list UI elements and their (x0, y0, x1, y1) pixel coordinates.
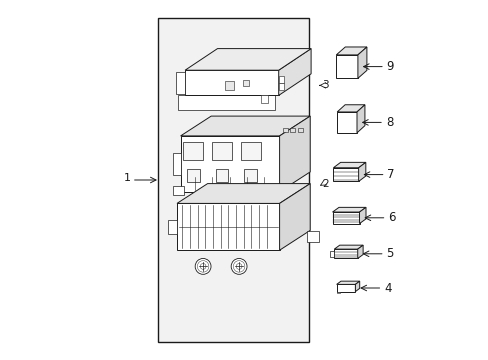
Polygon shape (180, 116, 309, 136)
Bar (158, 18, 309, 342)
Polygon shape (337, 105, 364, 112)
Polygon shape (178, 95, 275, 110)
Polygon shape (168, 220, 177, 234)
Polygon shape (306, 231, 319, 242)
Polygon shape (176, 72, 185, 94)
Polygon shape (260, 95, 267, 103)
Polygon shape (333, 162, 365, 168)
Text: 7: 7 (386, 168, 394, 181)
Bar (186, 169, 199, 182)
Polygon shape (336, 55, 357, 78)
Polygon shape (278, 76, 284, 83)
Polygon shape (334, 249, 357, 258)
Polygon shape (336, 292, 340, 293)
Polygon shape (333, 168, 358, 181)
Polygon shape (334, 245, 363, 249)
Polygon shape (336, 284, 355, 292)
Text: 9: 9 (386, 60, 393, 73)
Text: 8: 8 (385, 116, 392, 129)
Polygon shape (279, 116, 309, 192)
Polygon shape (185, 70, 278, 95)
Bar (290, 128, 295, 132)
Bar (215, 169, 228, 182)
Polygon shape (332, 207, 365, 212)
Bar (242, 80, 249, 86)
Polygon shape (357, 47, 366, 78)
Polygon shape (177, 203, 279, 250)
Polygon shape (177, 184, 309, 203)
Polygon shape (355, 281, 359, 292)
Text: 2: 2 (322, 179, 328, 189)
Text: 4: 4 (384, 282, 391, 294)
Polygon shape (356, 105, 364, 133)
Text: 5: 5 (386, 247, 393, 260)
Bar (183, 142, 203, 160)
Bar (297, 128, 302, 132)
Polygon shape (173, 153, 180, 175)
Polygon shape (185, 49, 310, 70)
Bar (241, 142, 260, 160)
Polygon shape (336, 47, 366, 55)
Bar (283, 128, 287, 132)
Polygon shape (359, 207, 365, 224)
Polygon shape (173, 186, 184, 195)
Polygon shape (278, 83, 284, 90)
Text: 6: 6 (387, 211, 395, 224)
Polygon shape (329, 251, 334, 257)
Polygon shape (357, 245, 363, 258)
Polygon shape (337, 112, 356, 133)
Polygon shape (278, 49, 310, 95)
Text: 1: 1 (124, 173, 131, 183)
Polygon shape (279, 184, 309, 250)
Circle shape (231, 258, 246, 274)
Polygon shape (332, 212, 359, 224)
Bar (212, 142, 231, 160)
Bar (244, 169, 257, 182)
Polygon shape (336, 281, 359, 284)
Polygon shape (180, 136, 279, 192)
Polygon shape (358, 162, 365, 181)
Circle shape (195, 258, 211, 274)
Bar (224, 81, 233, 90)
Text: 3: 3 (321, 80, 328, 90)
